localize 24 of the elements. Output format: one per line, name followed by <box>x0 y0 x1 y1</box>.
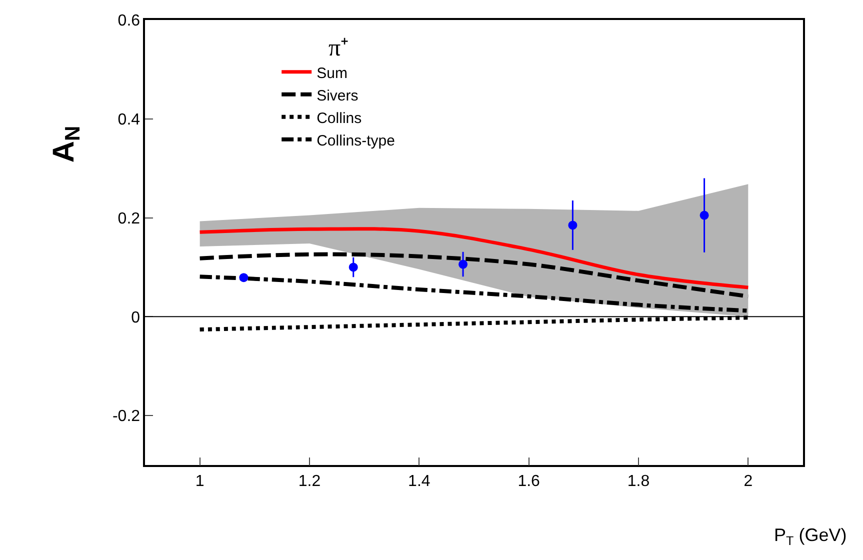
legend-title: π⁺ <box>328 36 349 62</box>
point <box>458 260 468 269</box>
x-axis-title: P$_{T}$ (GeV) <box>774 525 847 548</box>
point <box>700 210 709 220</box>
point <box>239 273 248 282</box>
y-tick-label: 0 <box>131 309 140 326</box>
y-tick-label: -0.2 <box>112 408 140 426</box>
x-tick-label: 2 <box>744 472 753 490</box>
x-tick-label: 1.4 <box>408 472 430 490</box>
line-series <box>198 227 750 290</box>
legend-label: Sivers <box>316 87 358 104</box>
legend-label: Collins-type <box>316 132 395 150</box>
y-tick-label: 0.2 <box>118 210 140 228</box>
x-tick-label: 1.2 <box>298 472 321 490</box>
point <box>568 220 578 230</box>
legend-label: Collins <box>316 110 362 127</box>
y-tick-label: 0.6 <box>118 12 140 30</box>
point <box>348 262 358 272</box>
x-tick-label: 1.6 <box>518 472 540 490</box>
x-tick-label: 1.8 <box>627 472 650 490</box>
legend-label: Sum <box>316 64 348 82</box>
y-tick-label: 0.4 <box>118 111 140 128</box>
line-series <box>198 252 750 298</box>
x-tick-label: 1 <box>195 472 204 490</box>
